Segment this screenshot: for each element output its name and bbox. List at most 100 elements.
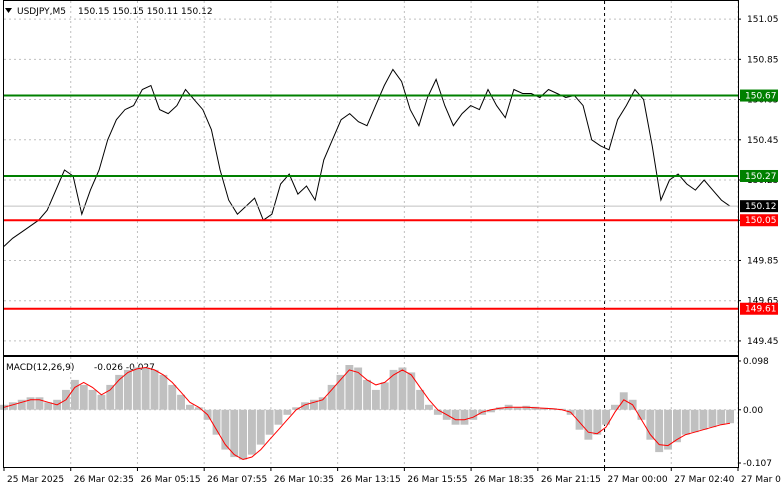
level-label-bg: [740, 214, 778, 227]
price-line: [3, 68, 731, 247]
macd-bar: [186, 404, 194, 410]
macd-bar: [433, 409, 442, 415]
macd-bar: [407, 372, 416, 410]
macd-values: -0.026 -0.027: [94, 363, 155, 373]
macd-bar: [460, 409, 469, 425]
macd-bar: [345, 365, 354, 410]
macd-label: MACD(12,26,9): [6, 363, 74, 373]
macd-bar: [425, 404, 433, 410]
x-tick-label: 27 Mar 05:20: [741, 475, 781, 485]
macd-bar: [230, 409, 239, 458]
macd-bar: [212, 409, 221, 435]
macd-tick-label: 0.098: [743, 357, 769, 367]
macd-bar: [177, 394, 185, 410]
macd-bar: [17, 399, 26, 410]
macd-bar: [141, 367, 150, 410]
macd-bar: [106, 384, 115, 410]
macd-signal: [3, 366, 731, 461]
x-tick-label: 26 Mar 13:15: [341, 475, 401, 485]
macd-bar: [115, 374, 124, 410]
macd-bar: [327, 384, 336, 410]
macd-bar: [646, 409, 655, 440]
level-label: 150.05: [745, 216, 777, 226]
macd-bar: [398, 367, 407, 410]
macd-bar: [469, 409, 478, 420]
macd-bar: [540, 407, 548, 410]
macd-bar: [248, 409, 256, 455]
macd-bar: [619, 392, 628, 410]
y-tick-label: 150.85: [747, 55, 779, 65]
y-tick-label: 151.05: [747, 15, 779, 25]
macd-bar: [301, 402, 309, 410]
macd-bar: [44, 402, 53, 410]
macd-bar: [70, 379, 79, 410]
level-label: 150.27: [745, 172, 777, 182]
macd-bar: [150, 369, 159, 410]
macd-bar: [593, 409, 602, 435]
level-label-bg: [740, 302, 778, 315]
macd-bar: [655, 409, 664, 453]
macd-bar: [717, 409, 726, 425]
macd-bar: [168, 384, 177, 410]
macd-bar: [8, 402, 17, 410]
macd-bar: [487, 409, 495, 413]
macd-bar: [35, 397, 44, 410]
x-tick-label: 27 Mar 02:40: [674, 475, 734, 485]
x-tick-label: 25 Mar 2025: [7, 475, 64, 485]
level-label-bg: [740, 89, 778, 102]
macd-bar: [354, 367, 363, 410]
x-tick-label: 26 Mar 07:55: [207, 475, 267, 485]
macd-pane-border: [3, 356, 739, 468]
macd-bar: [584, 409, 593, 440]
macd-bar: [513, 407, 522, 410]
macd-tick-label: -0.107: [743, 459, 772, 469]
x-tick-label: 27 Mar 00:00: [608, 475, 668, 485]
macd-bar: [336, 374, 345, 410]
level-label: 149.61: [745, 305, 777, 315]
price-pane-border: [3, 0, 739, 356]
macd-bar: [310, 399, 318, 410]
macd-bar: [708, 409, 717, 428]
macd-bar: [221, 409, 230, 450]
macd-bar: [380, 382, 389, 410]
macd-bar: [416, 389, 425, 410]
macd-bar: [124, 369, 132, 410]
current-price-label: 150.12: [745, 202, 777, 212]
macd-bar: [274, 409, 283, 425]
y-tick-label: 149.85: [747, 256, 779, 266]
ohlc-values: 150.15 150.15 150.11 150.12: [78, 7, 213, 17]
macd-bar: [602, 409, 610, 425]
x-tick-label: 26 Mar 15:55: [407, 475, 467, 485]
macd-bar: [611, 404, 619, 410]
macd-bar: [690, 409, 699, 433]
x-tick-label: 26 Mar 02:35: [74, 475, 134, 485]
current-price-label-bg: [740, 200, 778, 213]
macd-bar: [664, 409, 672, 450]
macd-bar: [363, 379, 371, 410]
macd-bar: [283, 409, 292, 415]
macd-bar: [451, 409, 460, 425]
triangle-down-icon[interactable]: [5, 8, 12, 13]
macd-bar: [371, 389, 380, 410]
macd-bar: [265, 409, 274, 435]
x-tick-label: 26 Mar 10:35: [274, 475, 334, 485]
level-label: 150.67: [745, 92, 777, 102]
macd-bar: [557, 408, 566, 410]
macd-bar: [79, 384, 88, 410]
symbol-label: USDJPY,M5: [17, 7, 66, 17]
macd-bar: [256, 409, 265, 445]
macd-bar: [26, 397, 35, 410]
macd-bar: [97, 394, 106, 410]
x-tick-label: 26 Mar 21:15: [541, 475, 601, 485]
y-tick-label: 149.45: [747, 337, 779, 347]
macd-tick-label: 0.00: [743, 406, 763, 416]
macd-bar: [292, 407, 301, 410]
axes: 25 Mar 2025 26 Mar 02:35 26 Mar 05:15 26 Ma…: [3, 0, 781, 485]
macd-bar: [673, 409, 681, 443]
y-tick-label: 150.45: [747, 136, 779, 146]
x-tick-label: 26 Mar 18:35: [474, 475, 534, 485]
macd-bar: [637, 409, 646, 420]
macd-bar: [699, 409, 708, 430]
macd-bar: [318, 397, 327, 410]
